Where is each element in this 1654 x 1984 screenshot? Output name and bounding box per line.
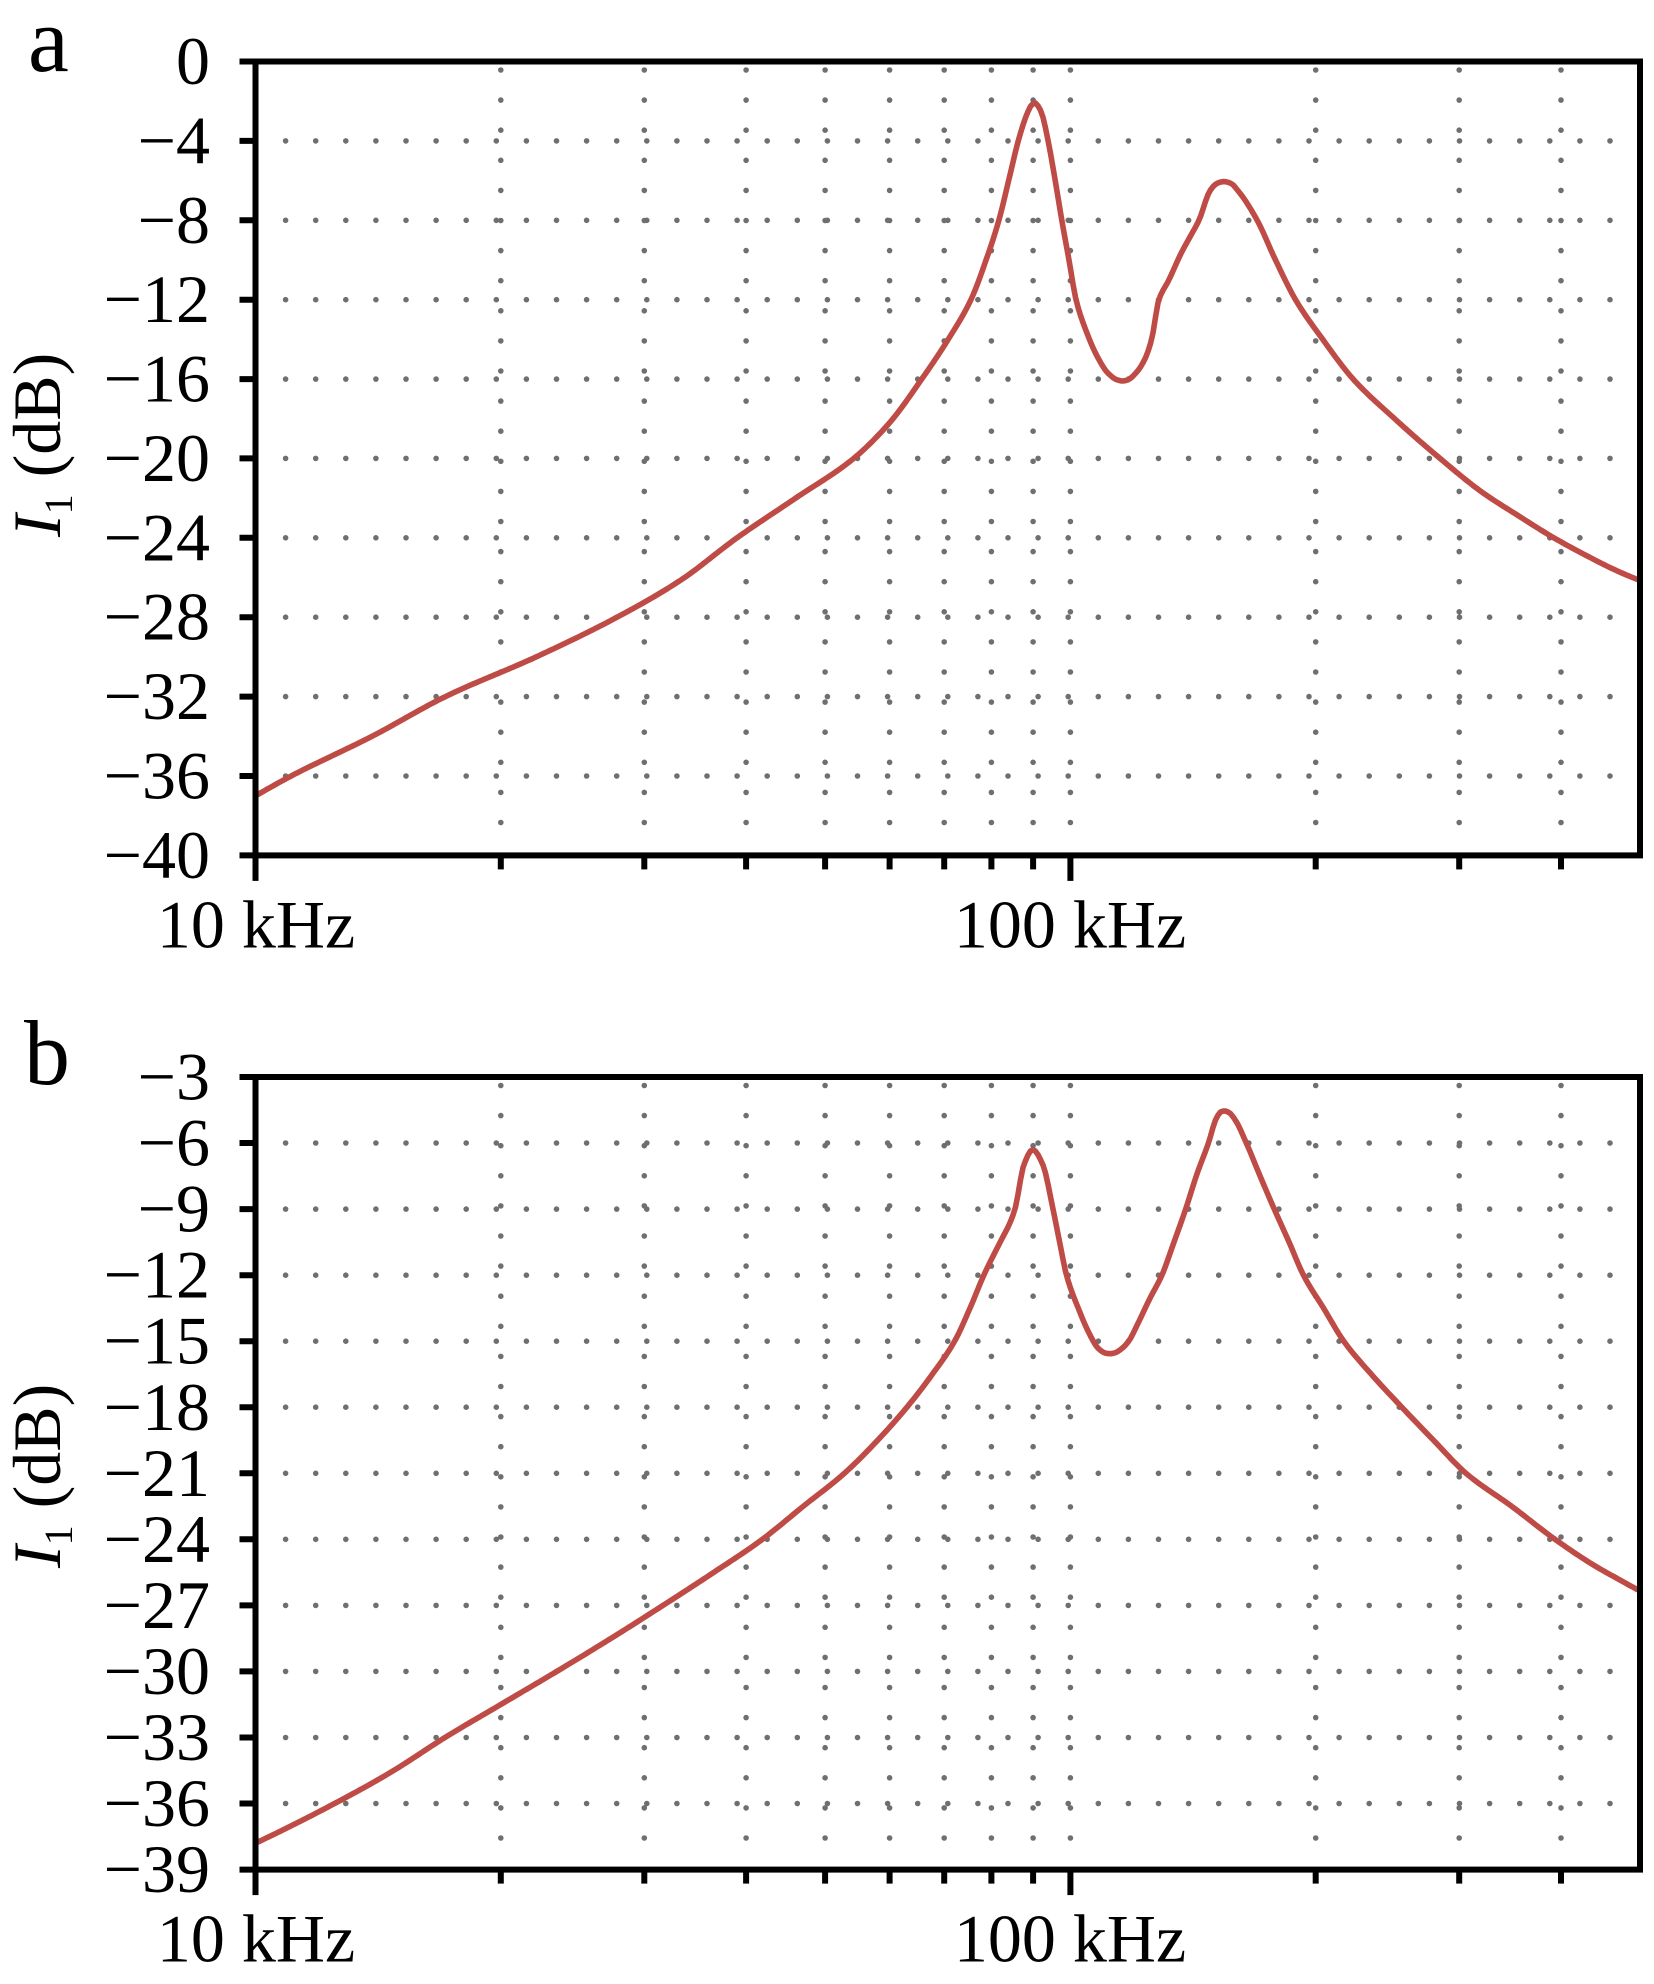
- svg-text:−6: −6: [138, 1105, 210, 1181]
- svg-text:−12: −12: [104, 1237, 210, 1313]
- svg-text:−40: −40: [104, 817, 210, 893]
- svg-text:−3: −3: [138, 1039, 210, 1115]
- svg-text:−24: −24: [104, 499, 210, 575]
- svg-text:−9: −9: [138, 1171, 210, 1247]
- svg-text:100 kHz: 100 kHz: [954, 887, 1186, 963]
- svg-text:−30: −30: [104, 1633, 210, 1709]
- svg-text:−36: −36: [104, 738, 210, 814]
- svg-text:10 kHz: 10 kHz: [157, 887, 355, 963]
- svg-text:10 kHz: 10 kHz: [157, 1901, 355, 1977]
- svg-text:a: a: [28, 0, 69, 91]
- svg-text:−16: −16: [104, 341, 210, 417]
- svg-text:I1 (dB): I1 (dB): [0, 1384, 81, 1569]
- svg-text:100 kHz: 100 kHz: [954, 1901, 1186, 1977]
- svg-text:−12: −12: [104, 261, 210, 337]
- svg-text:−8: −8: [138, 182, 210, 258]
- svg-text:−15: −15: [104, 1303, 210, 1379]
- svg-text:−18: −18: [104, 1369, 210, 1445]
- svg-text:−21: −21: [104, 1435, 210, 1511]
- svg-text:−28: −28: [104, 579, 210, 655]
- svg-text:−36: −36: [104, 1765, 210, 1841]
- svg-text:−33: −33: [104, 1699, 210, 1775]
- svg-text:−39: −39: [104, 1831, 210, 1907]
- svg-text:−27: −27: [104, 1567, 210, 1643]
- svg-text:0: 0: [176, 23, 210, 99]
- svg-text:−4: −4: [138, 102, 210, 178]
- svg-text:−32: −32: [104, 658, 210, 734]
- svg-text:−24: −24: [104, 1501, 210, 1577]
- svg-text:b: b: [24, 1002, 70, 1104]
- svg-text:−20: −20: [104, 420, 210, 496]
- svg-text:I1 (dB): I1 (dB): [0, 353, 81, 538]
